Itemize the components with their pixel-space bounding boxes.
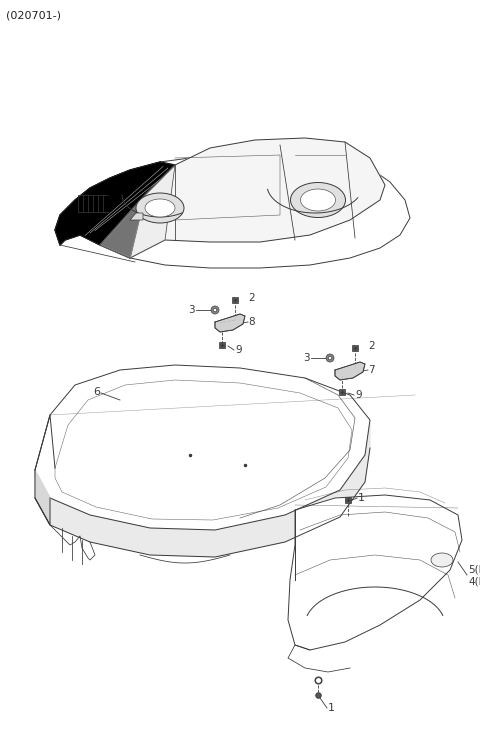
Polygon shape xyxy=(100,165,175,258)
Text: 1: 1 xyxy=(358,493,365,503)
Text: 2: 2 xyxy=(368,341,374,351)
Polygon shape xyxy=(55,152,410,268)
Polygon shape xyxy=(35,420,370,557)
Ellipse shape xyxy=(136,193,184,223)
Polygon shape xyxy=(215,314,245,332)
Ellipse shape xyxy=(290,182,346,218)
Polygon shape xyxy=(35,470,50,525)
Polygon shape xyxy=(335,362,365,380)
Polygon shape xyxy=(55,162,175,258)
Circle shape xyxy=(326,354,334,362)
Text: 3: 3 xyxy=(188,305,195,315)
Text: 8: 8 xyxy=(248,317,254,327)
Text: 2: 2 xyxy=(248,293,254,303)
Circle shape xyxy=(328,356,332,360)
Text: 7: 7 xyxy=(368,365,374,375)
Ellipse shape xyxy=(431,553,453,567)
Polygon shape xyxy=(288,495,462,650)
Text: 3: 3 xyxy=(303,353,310,363)
Text: 9: 9 xyxy=(235,345,241,355)
Text: 9: 9 xyxy=(355,390,361,400)
Text: 1: 1 xyxy=(328,703,335,713)
Text: 6: 6 xyxy=(93,387,100,397)
Circle shape xyxy=(213,308,217,312)
Ellipse shape xyxy=(300,189,336,211)
Ellipse shape xyxy=(145,199,175,217)
Text: (020701-): (020701-) xyxy=(6,10,61,20)
Circle shape xyxy=(211,306,219,314)
Text: 4(LH): 4(LH) xyxy=(468,577,480,587)
Polygon shape xyxy=(130,213,143,220)
Polygon shape xyxy=(130,138,385,258)
Polygon shape xyxy=(35,365,370,530)
Text: 5(RH): 5(RH) xyxy=(468,565,480,575)
